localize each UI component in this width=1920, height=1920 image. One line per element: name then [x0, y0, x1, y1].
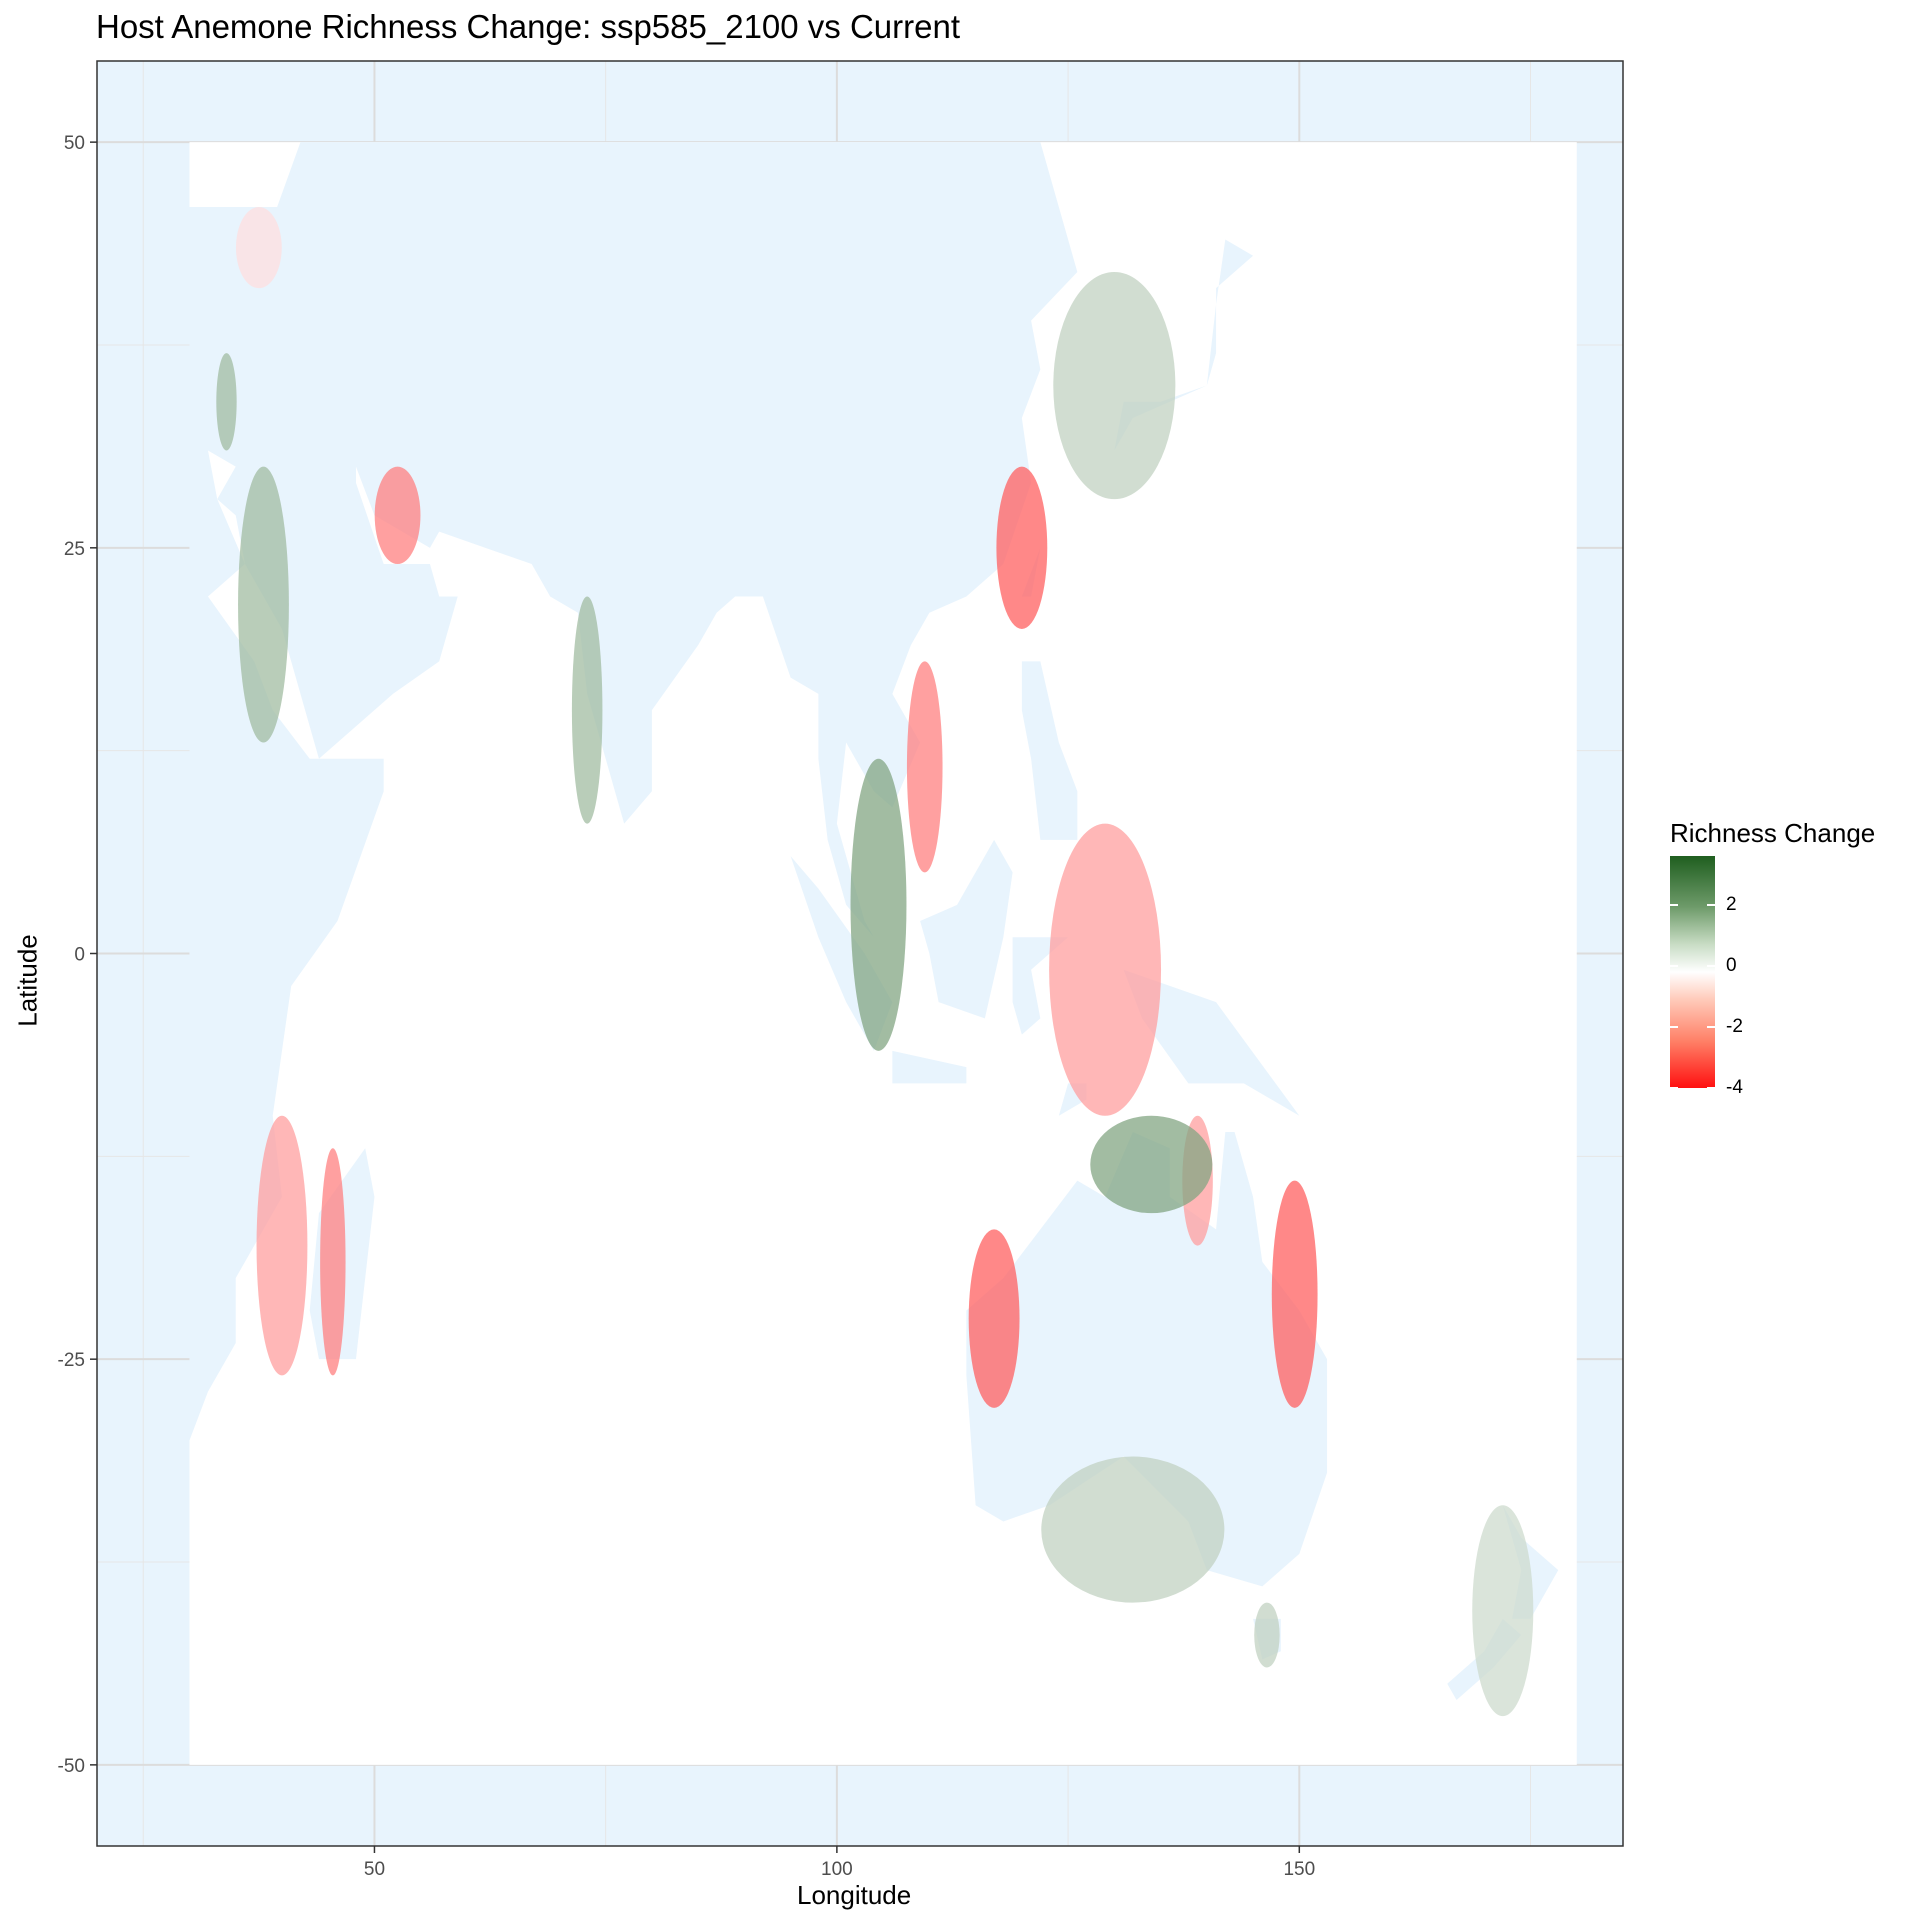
y-axis-label: Latitude: [12, 934, 43, 1027]
legend-tick: [1670, 1087, 1715, 1089]
land-mass: [1123, 969, 1300, 1116]
richness-region: [968, 1229, 1020, 1408]
richness-region: [1041, 1456, 1225, 1603]
x-axis-label: Longitude: [797, 1880, 912, 1910]
legend-tick-label: 2: [1726, 893, 1737, 915]
richness-region: [1049, 823, 1162, 1116]
land-mass: [1114, 239, 1254, 451]
richness-region: [216, 353, 237, 451]
richness-region: [235, 207, 282, 289]
richness-region: [374, 466, 421, 565]
legend: Richness Change 2 0 -2 -4: [1670, 818, 1876, 1098]
legend-tick: [1670, 903, 1715, 906]
richness-region: [1254, 1602, 1280, 1668]
richness-region: [996, 466, 1048, 629]
richness-region: [571, 596, 603, 824]
land-mass: [892, 1050, 967, 1084]
richness-region: [238, 466, 289, 743]
x-tick-label: 100: [821, 1859, 853, 1880]
richness-region: [256, 1115, 308, 1376]
y-tick-label: 25: [64, 539, 85, 560]
chart-title: Host Anemone Richness Change: ssp585_210…: [96, 8, 961, 45]
legend-tick-label: -2: [1726, 1015, 1743, 1037]
richness-region: [1090, 1115, 1213, 1214]
richness-region: [1271, 1180, 1318, 1408]
legend-tick: [1670, 964, 1715, 967]
x-tick-label: 150: [1283, 1859, 1315, 1880]
y-tick-label: 50: [64, 133, 85, 154]
land-mass: [1021, 661, 1078, 840]
y-tick-label: -50: [58, 1756, 85, 1777]
legend-colorbar: [1670, 856, 1715, 1088]
richness-region: [1053, 271, 1176, 500]
richness-region: [1472, 1505, 1534, 1717]
richness-region: [850, 758, 907, 1051]
x-tick-label: 50: [364, 1859, 385, 1880]
richness-region: [906, 661, 943, 873]
y-tick-label: -25: [58, 1350, 85, 1371]
y-tick-label: 0: [74, 945, 85, 966]
legend-title: Richness Change: [1670, 818, 1876, 848]
legend-tick: [1670, 1025, 1715, 1028]
legend-tick-label: -4: [1726, 1077, 1743, 1098]
land-mass: [966, 1132, 1328, 1587]
land-mass: [1012, 937, 1069, 1035]
legend-tick-label: 0: [1726, 954, 1737, 976]
richness-region: [320, 1148, 346, 1376]
land-mass: [189, 142, 1078, 938]
land-mass: [189, 450, 384, 1522]
land-mass: [920, 839, 1013, 1019]
